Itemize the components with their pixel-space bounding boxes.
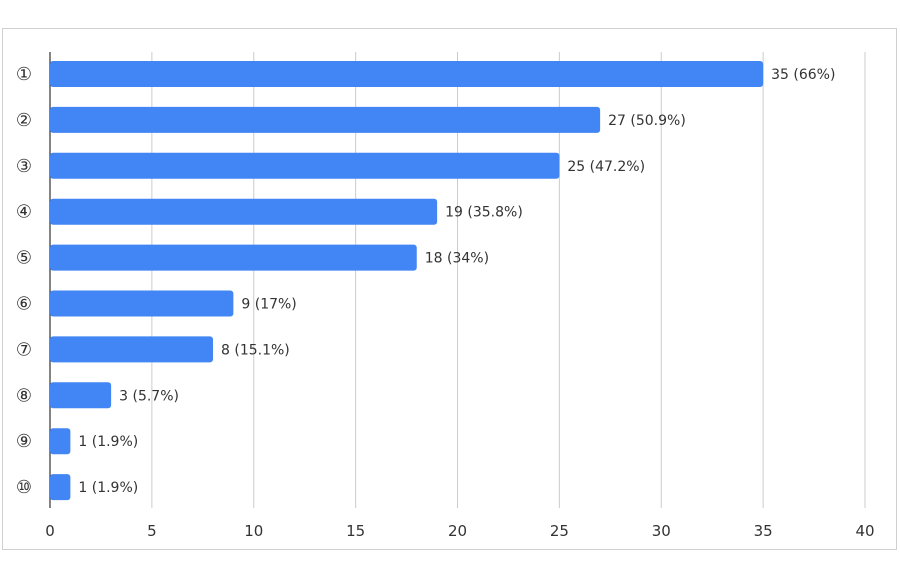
- x-tick-label: 10: [244, 522, 263, 540]
- category-label: ⑤: [16, 248, 32, 269]
- bar-7: [50, 336, 213, 363]
- data-label: 25 (47.2%): [567, 159, 645, 175]
- x-tick-label: 25: [550, 522, 569, 540]
- data-label: 9 (17%): [241, 297, 296, 313]
- bar-2: [50, 106, 601, 133]
- bar-4: [50, 198, 438, 225]
- bar-9: [50, 428, 71, 455]
- bar-3: [50, 152, 560, 179]
- x-tick-label: 35: [754, 522, 773, 540]
- category-label: ①: [16, 64, 32, 85]
- category-label: ⑥: [16, 294, 32, 315]
- data-label: 1 (1.9%): [78, 480, 138, 496]
- data-label: 18 (34%): [425, 251, 489, 267]
- category-label: ⑨: [16, 431, 32, 452]
- x-tick-label: 0: [45, 522, 55, 540]
- data-label: 35 (66%): [771, 67, 835, 83]
- category-label: ⑩: [16, 477, 32, 498]
- x-tick-label: 5: [147, 522, 157, 540]
- x-tick-label: 40: [855, 522, 874, 540]
- category-label: ⑦: [16, 339, 32, 360]
- data-label: 27 (50.9%): [608, 113, 686, 129]
- category-label: ③: [16, 156, 32, 177]
- data-label: 8 (15.1%): [221, 342, 290, 358]
- x-tick-label: 20: [448, 522, 467, 540]
- data-label: 1 (1.9%): [78, 434, 138, 450]
- bar-1: [50, 61, 764, 87]
- category-label: ⑧: [16, 385, 32, 406]
- x-tick-label: 30: [652, 522, 671, 540]
- x-tick-label: 15: [346, 522, 365, 540]
- bar-10: [50, 474, 71, 501]
- bar-8: [50, 382, 112, 409]
- bar-6: [50, 290, 234, 317]
- category-label: ④: [16, 202, 32, 223]
- data-label: 3 (5.7%): [119, 388, 179, 404]
- category-label: ②: [16, 110, 32, 131]
- data-label: 19 (35.8%): [445, 205, 523, 221]
- bar-5: [50, 244, 417, 271]
